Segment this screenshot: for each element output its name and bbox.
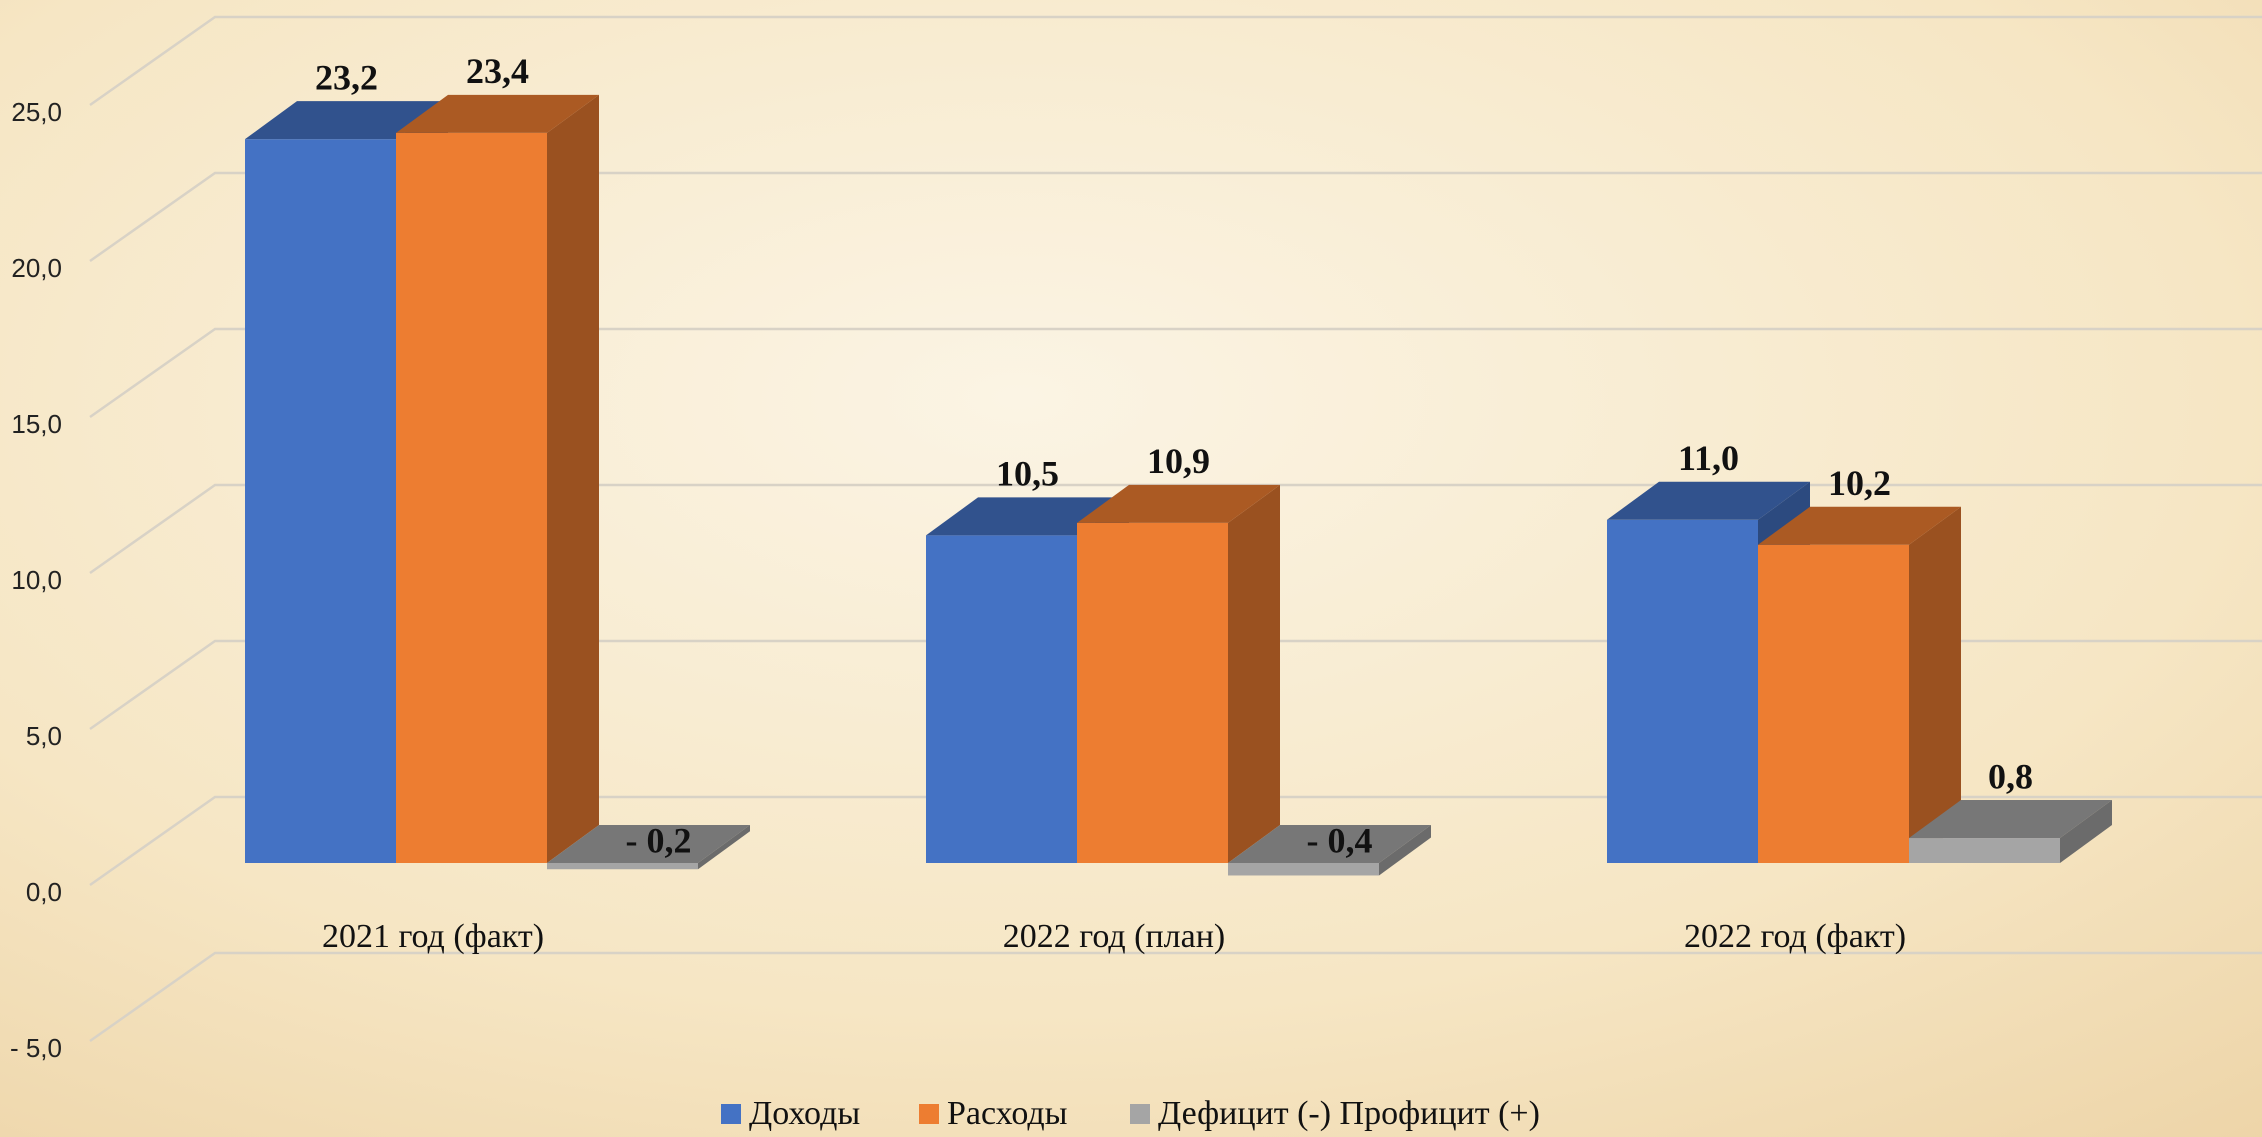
bar-side (698, 825, 750, 870)
bar-side (2060, 800, 2112, 863)
legend-swatch (1130, 1104, 1150, 1124)
bar (1077, 522, 1228, 863)
bar-top (1758, 506, 1961, 545)
y-tick-label: 0,0 (26, 877, 62, 907)
y-tick-label: 10,0 (11, 565, 62, 595)
bar-top (396, 94, 599, 133)
x-tick-label: 2021 год (факт) (322, 918, 544, 955)
grid-line (89, 639, 2262, 731)
legend-swatch (919, 1104, 939, 1124)
value-label: 0,8 (1988, 756, 2033, 796)
grid-line (89, 15, 2262, 107)
y-tick-label: 15,0 (11, 409, 62, 439)
x-tick-label: 2022 год (факт) (1684, 918, 1906, 955)
bar (547, 863, 698, 870)
value-label: 10,5 (996, 454, 1059, 494)
value-label: 10,9 (1147, 441, 1210, 481)
bar-top (1228, 825, 1431, 863)
y-tick-label: - 5,0 (10, 1033, 62, 1063)
legend-label: Расходы (947, 1095, 1068, 1132)
bar (1909, 838, 2060, 863)
value-label: 23,2 (315, 57, 378, 97)
y-tick-label: 25,0 (11, 97, 62, 127)
bar-top (1909, 800, 2112, 839)
bar-top (1607, 481, 1810, 520)
y-tick-label: 20,0 (11, 253, 62, 283)
bar (1607, 519, 1758, 863)
x-tick-label: 2022 год (план) (1003, 918, 1226, 955)
value-label: 23,4 (466, 51, 529, 91)
legend-label: Доходы (749, 1095, 860, 1132)
bar (1758, 544, 1909, 863)
value-label: 11,0 (1678, 438, 1739, 478)
legend-label: Дефицит (-) Профицит (+) (1158, 1095, 1540, 1132)
bar-side (1228, 484, 1280, 863)
value-label: - 0,2 (626, 820, 692, 860)
bar-side (547, 94, 599, 864)
bar (396, 132, 547, 864)
bar-side (1379, 825, 1431, 876)
bar-top (547, 825, 750, 863)
bar-side (1909, 506, 1961, 863)
bar-top (245, 101, 448, 140)
grid-line (89, 951, 2262, 1043)
grid-line (89, 327, 2262, 419)
bar (1228, 863, 1379, 876)
value-label: - 0,4 (1307, 820, 1373, 860)
value-label: 10,2 (1828, 463, 1891, 503)
bar (245, 139, 396, 863)
grid-line (89, 171, 2262, 263)
grid-line (89, 795, 2262, 887)
legend-swatch (721, 1104, 741, 1124)
y-tick-label: 5,0 (26, 721, 62, 751)
bar-top (1077, 484, 1280, 523)
grid-line (89, 483, 2262, 575)
bar (926, 535, 1077, 863)
